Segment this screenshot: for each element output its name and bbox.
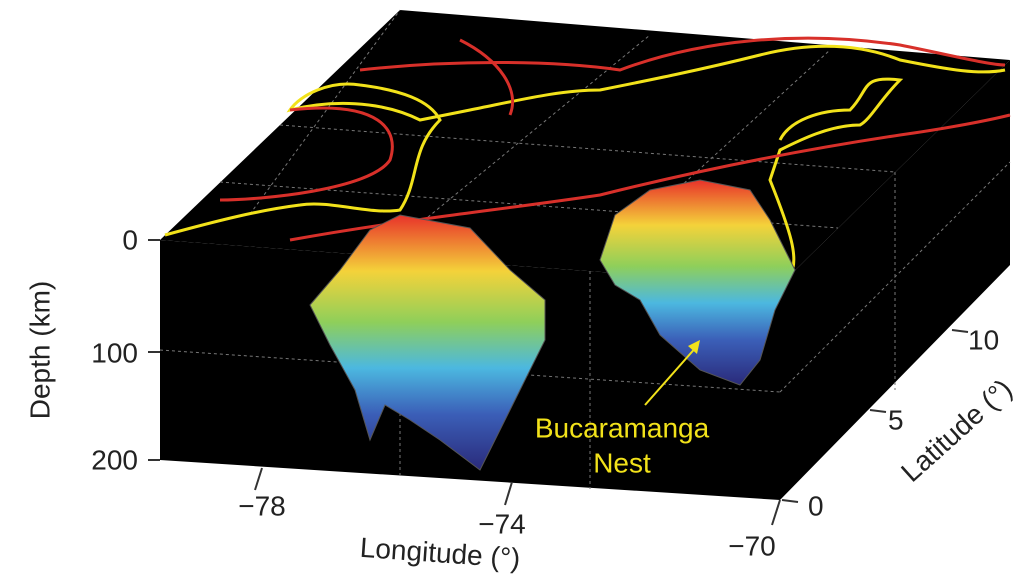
- tick-label: −78: [238, 490, 286, 521]
- tick-mark: [952, 330, 968, 332]
- axis-label: Depth (km): [24, 281, 55, 419]
- tick-label: 100: [91, 337, 138, 368]
- tick-mark: [782, 500, 798, 502]
- tick-mark: [505, 482, 512, 505]
- tick-mark: [870, 410, 886, 412]
- tick-label: 5: [888, 404, 904, 435]
- figure: Bucaramanga Nest Depth (km) Longitude (°…: [0, 0, 1018, 579]
- annotation-line: Bucaramanga: [535, 412, 710, 443]
- axis-label: Latitude (°): [895, 373, 1018, 488]
- tick-mark: [772, 500, 780, 525]
- tick-label: 10: [968, 324, 999, 355]
- tick-label: 0: [122, 224, 138, 255]
- annotation-line: Nest: [593, 447, 651, 478]
- tick-label: 200: [91, 444, 138, 475]
- tick-label: −70: [728, 530, 776, 561]
- tick-label: 0: [808, 490, 824, 521]
- tick-label: −74: [478, 508, 526, 539]
- tick-mark: [255, 468, 262, 490]
